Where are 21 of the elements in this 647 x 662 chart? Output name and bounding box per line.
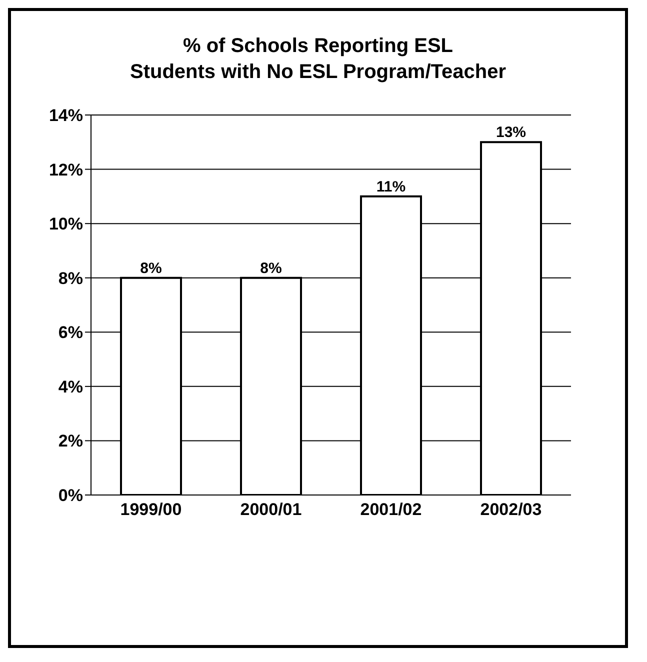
x-tick-label: 2002/03 (480, 500, 542, 520)
y-tick-label: 4% (58, 377, 83, 396)
data-label: 8% (260, 260, 282, 277)
data-label: 11% (376, 178, 406, 196)
bar (240, 276, 302, 495)
y-tick-label: 8% (58, 268, 83, 288)
y-tick-label: 0% (58, 486, 83, 506)
chart-title: % of Schools Reporting ESL Students with No ESL Program/Teacher (129, 34, 507, 85)
bar (120, 276, 182, 495)
y-tick-label: 2% (58, 432, 83, 451)
bar (360, 195, 422, 495)
y-tick-label: 14% (48, 106, 83, 126)
x-tick-label: 1999/00 (120, 500, 182, 520)
data-label: 13% (496, 124, 526, 142)
bar (480, 141, 542, 495)
x-tick-label: 2000/01 (240, 500, 302, 520)
y-tick-label: 10% (48, 214, 83, 234)
y-tick-label: 12% (48, 160, 83, 180)
y-tick-label: 6% (58, 323, 83, 342)
data-label: 8% (140, 260, 162, 277)
x-tick-label: 2001/02 (360, 500, 422, 520)
